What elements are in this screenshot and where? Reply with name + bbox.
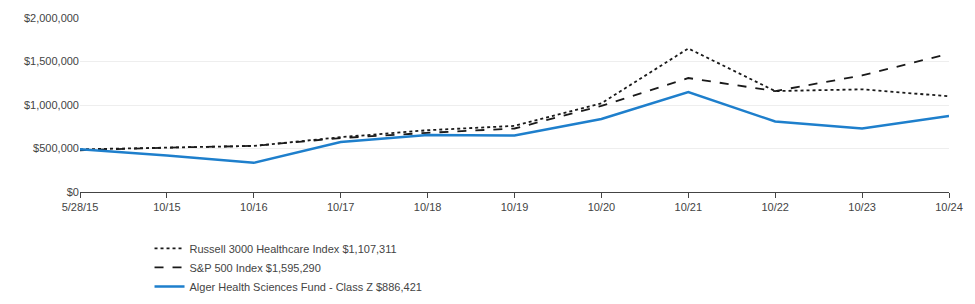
svg-text:$1,500,000: $1,500,000: [24, 55, 79, 67]
svg-text:10/22: 10/22: [761, 201, 789, 213]
svg-text:5/28/15: 5/28/15: [62, 201, 99, 213]
svg-text:10/17: 10/17: [327, 201, 355, 213]
svg-text:10/24: 10/24: [935, 201, 963, 213]
svg-text:10/18: 10/18: [414, 201, 442, 213]
svg-text:$2,000,000: $2,000,000: [24, 12, 79, 24]
svg-text:$500,000: $500,000: [33, 142, 79, 154]
svg-text:10/19: 10/19: [501, 201, 529, 213]
svg-text:10/15: 10/15: [153, 201, 181, 213]
svg-text:S&P 500 Index $1,595,290: S&P 500 Index $1,595,290: [190, 262, 321, 274]
svg-text:Russell 3000 Healthcare Index: Russell 3000 Healthcare Index $1,107,311: [190, 243, 397, 255]
svg-text:10/16: 10/16: [240, 201, 268, 213]
svg-text:Alger Health Sciences Fund - C: Alger Health Sciences Fund - Class Z $88…: [190, 281, 422, 293]
svg-text:$0: $0: [67, 186, 79, 198]
svg-text:10/21: 10/21: [675, 201, 703, 213]
svg-text:10/20: 10/20: [588, 201, 616, 213]
svg-text:$1,000,000: $1,000,000: [24, 99, 79, 111]
svg-text:10/23: 10/23: [848, 201, 876, 213]
